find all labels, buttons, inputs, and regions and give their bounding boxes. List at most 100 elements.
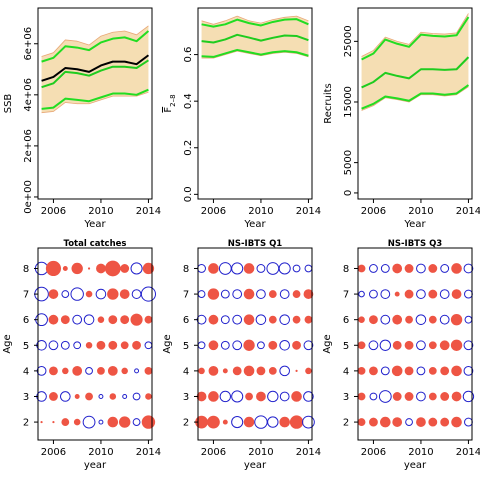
negative-residual <box>257 341 265 350</box>
positive-residual <box>392 314 403 325</box>
plot-frame <box>357 7 473 200</box>
positive-residual <box>119 416 131 428</box>
positive-residual <box>428 417 438 427</box>
positive-residual <box>392 417 403 427</box>
negative-residual <box>292 264 301 273</box>
positive-residual <box>451 289 462 299</box>
y-tick-label: 0e+00 <box>23 180 34 214</box>
y-tick-label: 7 <box>183 290 189 301</box>
negative-residual <box>255 314 267 325</box>
x-tick-label: 2006 <box>201 447 226 458</box>
positive-residual <box>142 262 155 275</box>
panel-2: 0.0 0.2 0.4 0.6 F2–8 2006 2010 2014 Year <box>163 7 321 230</box>
x-tick-label: 2006 <box>361 206 386 217</box>
positive-residual <box>145 393 152 400</box>
x-tick-label: 2014 <box>136 447 161 458</box>
positive-residual <box>85 290 93 298</box>
panel-4: 2 3 4 5 6 7 8 Age Total catches 2006 2010 2014 year <box>2 239 161 471</box>
positive-residual <box>144 315 153 324</box>
positive-residual <box>428 392 437 401</box>
x-tick-label: 2014 <box>296 206 321 217</box>
positive-residual <box>48 314 59 325</box>
uncertainty-band <box>361 13 469 111</box>
positive-residual <box>428 264 438 273</box>
positive-residual <box>85 392 93 401</box>
positive-residual <box>107 365 118 376</box>
negative-residual <box>256 264 266 273</box>
negative-residual <box>380 314 391 325</box>
positive-residual <box>404 264 414 273</box>
negative-residual <box>279 365 290 377</box>
y-tick-label: 5 <box>343 341 349 352</box>
positive-residual <box>357 341 366 350</box>
negative-residual <box>440 264 450 273</box>
positive-residual <box>60 315 70 325</box>
positive-residual <box>392 340 402 350</box>
positive-residual <box>268 340 278 350</box>
positive-residual <box>198 367 205 375</box>
positive-residual <box>85 342 93 349</box>
positive-residual <box>222 368 228 374</box>
y-tick-label: 25000 <box>343 25 354 57</box>
positive-residual <box>369 315 378 325</box>
negative-residual <box>220 340 230 350</box>
negative-residual <box>256 289 266 299</box>
x-axis-label: year <box>84 460 107 471</box>
ssb-line <box>41 54 150 82</box>
positive-residual <box>61 418 70 426</box>
band-lower-edge <box>41 91 149 114</box>
y-tick-label: 6 <box>23 315 29 326</box>
plot-frame <box>197 7 313 200</box>
negative-residual <box>132 418 141 426</box>
negative-residual <box>462 390 475 403</box>
negative-residual <box>416 263 426 274</box>
x-tick-label: 2014 <box>456 447 480 458</box>
ci-upper-line <box>361 16 470 61</box>
y-tick-label: 2e+06 <box>23 129 34 163</box>
y-tick-label: 5 <box>23 341 29 352</box>
band-lower-edge <box>201 50 309 59</box>
positive-residual <box>369 366 378 376</box>
positive-residual <box>72 365 83 376</box>
negative-residual <box>266 262 280 275</box>
y-tick-label: 2 <box>183 418 189 429</box>
y-tick-label: 7 <box>343 290 349 301</box>
positive-residual <box>52 420 55 424</box>
positive-residual <box>291 391 302 402</box>
negative-residual <box>231 416 244 429</box>
negative-residual <box>439 314 450 325</box>
positive-residual <box>369 417 378 427</box>
positive-residual <box>439 340 450 351</box>
positive-residual <box>428 289 438 299</box>
y-axis-label: Age <box>2 334 13 353</box>
negative-residual <box>219 390 231 403</box>
positive-residual <box>404 392 414 401</box>
estimate-line <box>361 56 470 89</box>
negative-residual <box>82 415 96 429</box>
chart-title: NS-IBTS Q3 <box>388 239 443 249</box>
y-tick-label: 15000 <box>343 86 354 118</box>
y-tick-label: 6 <box>343 315 349 326</box>
plot-frame <box>37 7 153 200</box>
positive-residual <box>404 289 414 299</box>
y-axis-label: Recruits <box>323 83 334 124</box>
y-tick-label: 0.2 <box>183 140 194 156</box>
positive-residual <box>243 339 255 351</box>
panel-1: 0e+00 2e+06 4e+06 6e+06 SSB 2006 2010 2014 Year <box>3 7 161 230</box>
positive-residual <box>207 415 220 429</box>
x-axis-label: year <box>244 460 267 471</box>
negative-residual <box>254 415 268 429</box>
positive-residual <box>451 263 462 274</box>
band-lower-edge <box>361 86 469 111</box>
x-tick-label: 2006 <box>361 447 386 458</box>
negative-residual <box>279 339 290 351</box>
y-tick-label: 3 <box>343 392 349 403</box>
y-tick-label: 2 <box>343 418 349 429</box>
ci-lower-line <box>361 84 470 110</box>
y-tick-label: 3 <box>183 392 189 403</box>
positive-residual <box>440 366 450 376</box>
x-tick-label: 2010 <box>408 206 433 217</box>
y-tick-label: 3 <box>23 392 29 403</box>
y-axis-label: F2–8 <box>163 94 177 112</box>
y-tick-label: 0 <box>343 190 354 196</box>
